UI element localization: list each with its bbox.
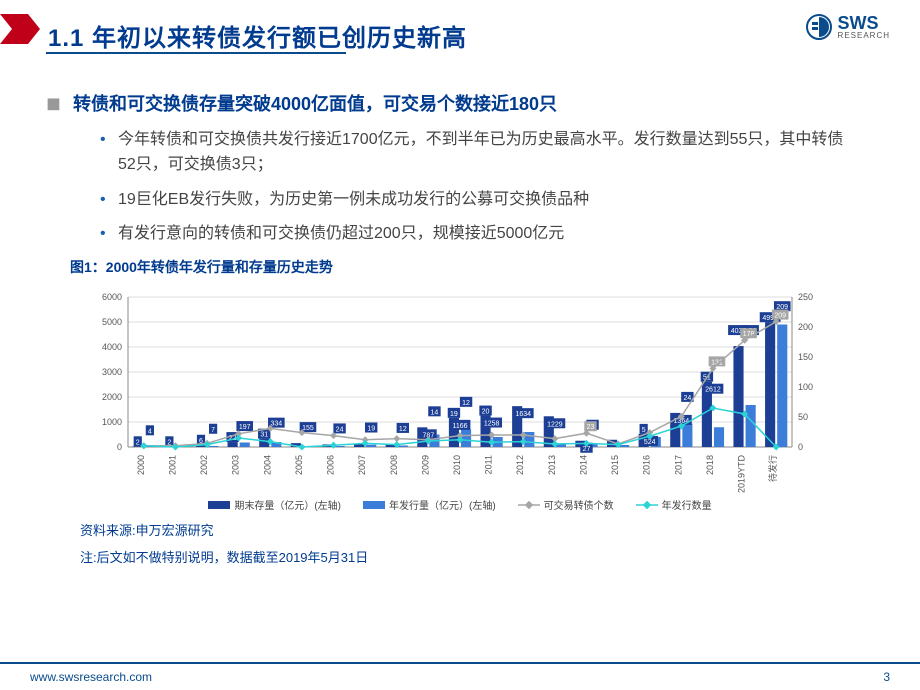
logo-main: SWS (838, 14, 890, 32)
svg-text:12: 12 (399, 426, 407, 433)
logo: SWS RESEARCH (806, 14, 890, 40)
svg-text:2004: 2004 (262, 455, 272, 475)
svg-text:2014: 2014 (578, 455, 588, 475)
svg-text:100: 100 (798, 382, 813, 392)
chart: 0 1000 2000 3000 4000 5000 6000 0 50 100 150 200 250… (80, 285, 840, 495)
svg-text:2003: 2003 (231, 455, 241, 475)
svg-text:50: 50 (798, 412, 808, 422)
svg-text:2001: 2001 (167, 455, 177, 475)
header-red-accent (0, 14, 40, 44)
svg-text:31: 31 (260, 432, 268, 439)
svg-text:2000: 2000 (136, 455, 146, 475)
logo-sub: RESEARCH (838, 32, 890, 40)
svg-text:2006: 2006 (326, 455, 336, 475)
legend-tradecount: 可交易转债个数 (544, 497, 614, 512)
svg-text:24: 24 (683, 395, 691, 402)
svg-text:4000: 4000 (102, 342, 122, 352)
footer-url: www.swsresearch.com (30, 670, 152, 684)
svg-text:5000: 5000 (102, 317, 122, 327)
svg-text:2612: 2612 (705, 387, 721, 394)
bullet-item: 今年转债和可交换债共发行接近1700亿元，不到半年已为历史最高水平。发行数量达到… (100, 128, 860, 178)
section-heading: 转债和可交换债存量突破4000亿面值，可交易个数接近180只 (73, 90, 557, 116)
svg-text:19: 19 (450, 411, 458, 418)
svg-text:24: 24 (336, 427, 344, 434)
svg-text:20: 20 (482, 409, 490, 416)
svg-text:2005: 2005 (294, 455, 304, 475)
svg-text:2008: 2008 (389, 455, 399, 475)
slide-title: 1.1 年初以来转债发行额已创历史新高 (48, 18, 920, 53)
legend-issuecount: 年发行数量 (662, 497, 712, 512)
svg-text:1166: 1166 (452, 423, 467, 430)
svg-text:4: 4 (148, 428, 152, 435)
svg-text:0: 0 (798, 442, 803, 452)
svg-text:1229: 1229 (547, 421, 563, 428)
svg-text:2009: 2009 (420, 455, 430, 475)
bullet-item: 19巨化EB发行失败，为历史第一例未成功发行的公募可交换债品种 (100, 188, 860, 213)
svg-text:1634: 1634 (515, 411, 531, 418)
logo-icon (806, 14, 832, 40)
svg-text:2012: 2012 (515, 455, 525, 475)
title-underline (46, 52, 346, 54)
legend-issue: 年发行量（亿元）(左轴) (389, 497, 496, 512)
svg-text:1000: 1000 (102, 417, 122, 427)
legend-stock: 期末存量（亿元）(左轴) (234, 497, 341, 512)
svg-text:6000: 6000 (102, 292, 122, 302)
svg-text:2015: 2015 (610, 455, 620, 475)
svg-text:2017: 2017 (673, 455, 683, 475)
svg-text:19: 19 (367, 426, 375, 433)
svg-text:1258: 1258 (484, 421, 500, 428)
svg-text:334: 334 (271, 421, 283, 428)
svg-text:2: 2 (136, 439, 140, 446)
svg-text:2010: 2010 (452, 455, 462, 475)
footer: www.swsresearch.com 3 (0, 662, 920, 690)
footer-page: 3 (883, 670, 890, 684)
svg-text:14: 14 (431, 410, 439, 417)
svg-text:524: 524 (644, 439, 656, 446)
svg-text:2016: 2016 (642, 455, 652, 475)
chart-note: 注:后文如不做特别说明，数据截至2019年5月31日 (80, 547, 860, 566)
svg-text:2007: 2007 (357, 455, 367, 475)
svg-text:2019YTD: 2019YTD (737, 455, 747, 494)
chart-source: 资料来源:申万宏源研究 (80, 520, 860, 539)
svg-text:待发行: 待发行 (767, 455, 778, 482)
svg-text:200: 200 (798, 322, 813, 332)
svg-text:2013: 2013 (547, 455, 557, 475)
svg-text:3000: 3000 (102, 367, 122, 377)
chart-legend: 期末存量（亿元）(左轴) 年发行量（亿元）(左轴) 可交易转债个数 年发行数量 (80, 497, 840, 512)
svg-text:12: 12 (462, 400, 470, 407)
svg-text:197: 197 (239, 424, 251, 431)
svg-text:0: 0 (117, 442, 122, 452)
svg-text:2002: 2002 (199, 455, 209, 475)
svg-text:2000: 2000 (102, 392, 122, 402)
svg-text:7: 7 (211, 427, 215, 434)
svg-text:23: 23 (587, 424, 595, 431)
svg-text:2018: 2018 (705, 455, 715, 475)
svg-text:150: 150 (798, 352, 813, 362)
svg-text:250: 250 (798, 292, 813, 302)
heading-bullet-icon: ◼ (46, 93, 61, 114)
svg-text:5: 5 (642, 427, 646, 434)
chart-title: 图1：2000年转债年发行量和存量历史走势 (70, 257, 860, 277)
bullet-item: 有发行意向的转债和可交换债仍超过200只，规模接近5000亿元 (100, 222, 860, 247)
svg-text:2011: 2011 (484, 455, 494, 474)
